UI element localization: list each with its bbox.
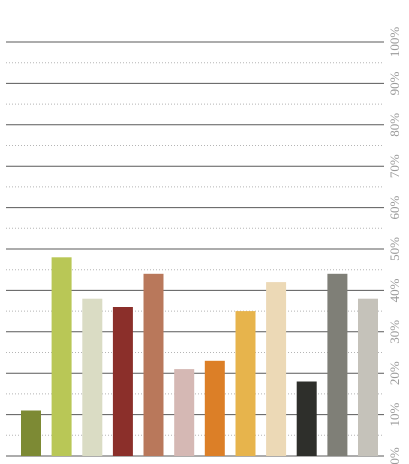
- y-tick-label: 90%: [387, 71, 402, 95]
- y-tick-label: 20%: [387, 361, 402, 385]
- y-tick-label: 60%: [387, 196, 402, 220]
- y-tick-label: 100%: [387, 27, 402, 58]
- bar: [112, 307, 133, 456]
- bar: [82, 298, 103, 456]
- y-tick-label: 40%: [387, 278, 402, 302]
- bar: [266, 282, 287, 456]
- bar: [296, 381, 317, 456]
- bar: [358, 298, 378, 456]
- bar: [235, 311, 256, 456]
- bar: [204, 360, 225, 456]
- bars: [21, 257, 378, 456]
- bar: [51, 257, 72, 456]
- y-tick-label: 70%: [387, 154, 402, 178]
- bar: [143, 273, 164, 456]
- y-axis-ticks: 0% 10% 20% 30% 40% 50% 60% 70% 80% 90% 100%: [387, 27, 402, 464]
- y-tick-label: 10%: [387, 403, 402, 427]
- bar: [174, 369, 195, 456]
- y-tick-label: 0%: [387, 447, 402, 464]
- bar: [21, 410, 41, 456]
- y-tick-label: 30%: [387, 320, 402, 344]
- y-tick-label: 50%: [387, 237, 402, 261]
- y-tick-label: 80%: [387, 113, 402, 137]
- bar: [327, 273, 348, 456]
